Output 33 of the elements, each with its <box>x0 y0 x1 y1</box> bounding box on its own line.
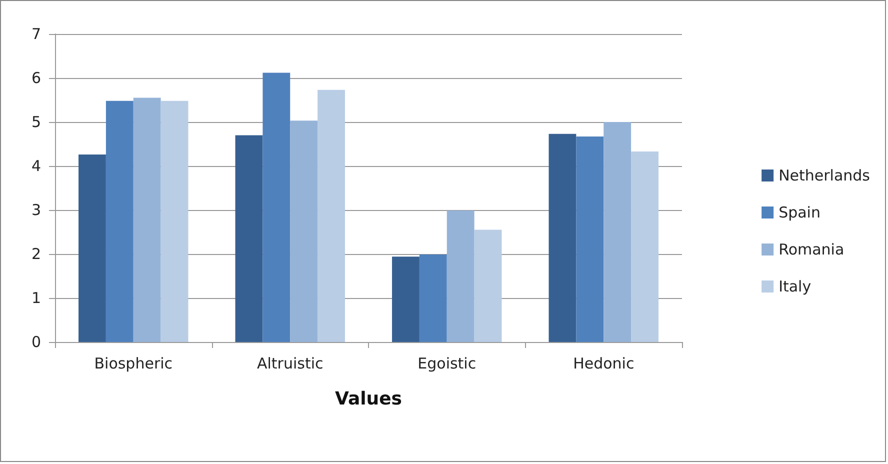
bar <box>392 256 420 342</box>
y-tick-label: 4 <box>31 157 41 175</box>
bar <box>576 136 604 342</box>
bar <box>133 98 161 342</box>
bar <box>106 100 134 342</box>
x-tick-label: Altruistic <box>256 354 324 372</box>
y-tick-label: 6 <box>31 69 41 87</box>
bar <box>235 135 263 342</box>
x-tick-label: Biospheric <box>94 354 173 372</box>
y-tick-label: 0 <box>31 333 41 351</box>
legend-label: Romania <box>778 240 844 258</box>
bar <box>474 230 502 342</box>
y-tick-label: 2 <box>31 245 41 263</box>
bar <box>318 90 345 342</box>
bar <box>78 154 106 342</box>
bar <box>419 254 447 342</box>
bar <box>290 120 318 342</box>
x-tick-label: Egoistic <box>418 354 476 372</box>
y-tick-label: 7 <box>31 25 41 43</box>
bar <box>262 72 290 342</box>
x-tick-label: Hedonic <box>573 354 634 372</box>
bar <box>446 210 474 342</box>
y-tick-label: 1 <box>31 289 41 307</box>
y-tick-label: 5 <box>31 113 41 131</box>
legend-label: Netherlands <box>778 166 870 184</box>
bar <box>604 122 632 342</box>
x-axis-title: Values <box>335 388 402 410</box>
bar <box>548 134 576 342</box>
bar <box>160 100 188 342</box>
legend-label: Spain <box>778 204 820 222</box>
y-tick-label: 3 <box>31 201 41 219</box>
bar <box>631 151 658 342</box>
legend-label: Italy <box>778 278 812 296</box>
